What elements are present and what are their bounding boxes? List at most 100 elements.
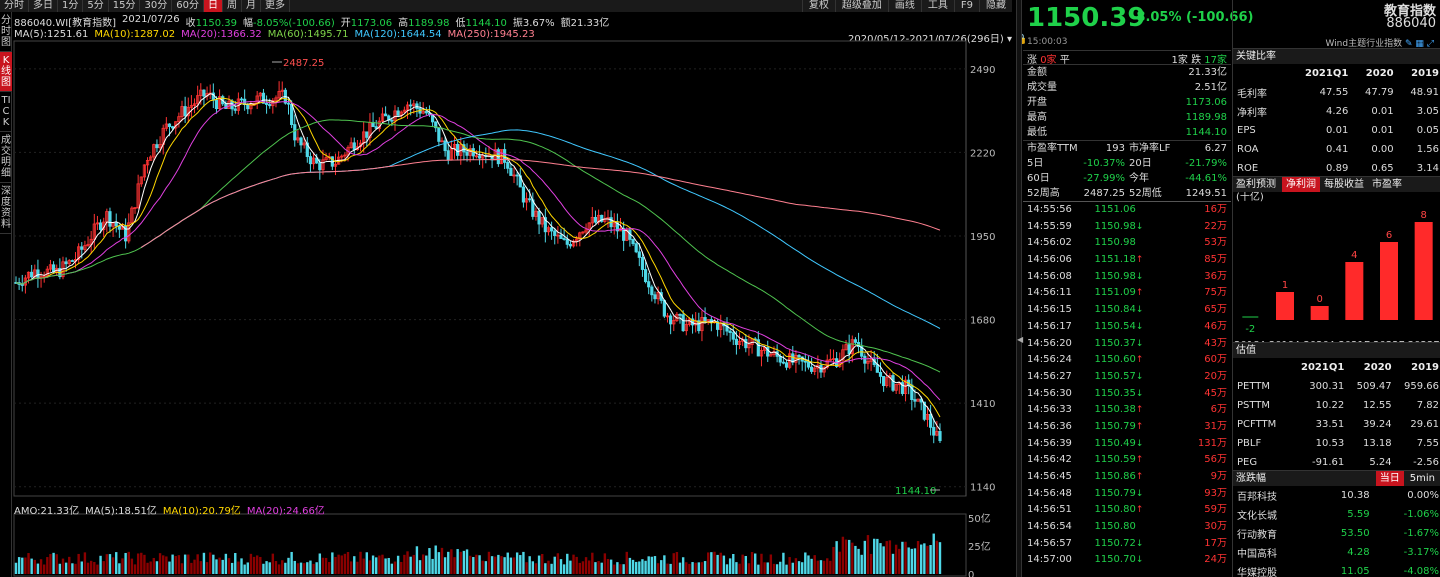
ma120-value: MA(120):1644.54 [354,29,442,40]
mover-row-3[interactable]: 中国高科 4.28 -3.17% [1233,543,1440,562]
period-tab-6[interactable]: 60分 [172,0,204,12]
tick-price-20: 1150.72↓ [1094,536,1164,553]
volume-bar-69 [230,562,234,574]
candle-body-7 [36,269,40,278]
tick-row-20[interactable]: 14:56:57 1150.72↓ 17万 [1027,536,1227,553]
left-tab-4[interactable]: 深度资料 [0,183,12,234]
expand-icon[interactable]: ⤢ [1426,39,1434,49]
left-tab-3[interactable]: 成交明细 [0,132,12,183]
tick-list[interactable]: 14:55:56 1151.06 16万 14:55:59 1150.98↓ 22万 14:… [1023,201,1231,569]
tick-volume-8: 43万 [1204,337,1227,349]
forecast-tab-0[interactable]: 净利润 [1282,177,1320,192]
forecast-tab-1[interactable]: 每股收益 [1324,179,1364,190]
tick-row-0[interactable]: 14:55:56 1151.06 16万 [1027,202,1227,219]
tick-row-7[interactable]: 14:56:17 1150.54↓ 46万 [1027,319,1227,336]
tick-row-8[interactable]: 14:56:20 1150.37↓ 43万 [1027,336,1227,353]
period-tab-1[interactable]: 多日 [29,0,58,12]
ma60-value: MA(60):1495.71 [267,29,349,40]
period-tab-3[interactable]: 5分 [83,0,109,12]
valuation-cell-0-1: 509.47 [1356,381,1392,392]
candle-body-253 [806,361,811,368]
volume-bar-153 [494,556,497,574]
tool-button-3[interactable]: 工具 [920,0,954,12]
volume-bar-86 [284,562,287,574]
left-tab-2[interactable]: TICK [0,92,12,132]
volume-bar-80 [265,561,268,574]
panel-splitter[interactable]: ◀ [1016,0,1024,577]
mover-row-2[interactable]: 行动教育 53.50 -1.67% [1233,524,1440,543]
mover-row-4[interactable]: 华媒控股 11.05 -4.08% [1233,562,1440,577]
stats-box: 金额 21.33亿 成交量 2.51亿 开盘 1173.06 最高 1189.98 最低 1144… [1023,64,1231,140]
tick-row-6[interactable]: 14:56:15 1150.84↓ 65万 [1027,302,1227,319]
period-tab-10[interactable]: 更多 [261,0,290,12]
edit-icon[interactable]: ✎ [1404,39,1413,49]
tick-row-11[interactable]: 14:56:30 1150.35↓ 45万 [1027,386,1227,403]
tool-button-1[interactable]: 超级叠加 [834,0,888,12]
volume-bar-249 [794,558,798,574]
tick-row-16[interactable]: 14:56:45 1150.86↑ 9万 [1027,469,1227,486]
grid-icon[interactable]: ▦ [1415,39,1424,49]
quote-time: 15:00:03 [1027,37,1068,47]
tick-row-19[interactable]: 14:56:54 1150.80 30万 [1027,519,1227,536]
forecast-bar-3 [1345,262,1364,320]
tool-button-2[interactable]: 画线 [887,0,921,12]
period-toolbar: 分时 多日 1分 5分 15分 30分 60分日周月更多 复权 超级叠加 画线 工具 F9 隐藏 [0,0,1012,12]
tick-time-9: 14:56:24 [1027,354,1072,366]
tool-button-0[interactable]: 复权 [801,0,835,12]
collapse-arrow-icon[interactable]: ◀ [1017,335,1024,344]
volume-bar-293 [932,533,935,574]
volume-bar-160 [515,552,519,574]
volume-bar-142 [459,551,462,574]
tick-row-5[interactable]: 14:56:11 1151.09↑ 75万 [1027,285,1227,302]
tick-row-14[interactable]: 14:56:39 1150.49↓ 131万 [1027,436,1227,453]
period-tab-9[interactable]: 月 [242,0,261,12]
tick-row-21[interactable]: 14:57:00 1150.70↓ 24万 [1027,552,1227,569]
tick-volume-14: 131万 [1197,437,1227,449]
tick-row-9[interactable]: 14:56:24 1150.60↑ 60万 [1027,352,1227,369]
candle-body-48 [164,123,168,129]
candle-body-292 [929,413,933,428]
stat2-left-0: 市盈率TTM 193 [1027,141,1125,156]
volume-bar-226 [722,555,726,574]
volume-bar-82 [271,553,275,574]
forecast-tab-2[interactable]: 市盈率 [1372,179,1402,190]
candle-body-130 [421,111,425,114]
movers-tab-0[interactable]: 当日 [1375,471,1404,486]
tick-row-13[interactable]: 14:56:36 1150.79↑ 31万 [1027,419,1227,436]
dropdown-icon[interactable]: ▾ [1006,34,1012,45]
tick-row-2[interactable]: 14:56:02 1150.98 53万 [1027,235,1227,252]
key-ratio-row-0: 毛利率 47.55 47.79 48.91 [1233,83,1440,102]
volume-bar-56 [190,562,193,574]
period-tab-5[interactable]: 30分 [140,0,173,12]
period-tab-0[interactable]: 分时 [0,0,29,12]
index-source[interactable]: Wind主题行业指数 ✎ ▦ ⤢ [1325,36,1434,49]
period-tab-4[interactable]: 15分 [109,0,141,12]
tool-button-5[interactable]: 隐藏 [979,0,1012,12]
kline-chart[interactable]: 2490 2220 1950 1680 1410 1140 50亿 25亿 0 2487.25 11… [0,0,1016,577]
tick-row-12[interactable]: 14:56:33 1150.38↑ 6万 [1027,402,1227,419]
tick-time-6: 14:56:15 [1027,304,1072,316]
tick-row-15[interactable]: 14:56:42 1150.59↑ 56万 [1027,452,1227,469]
tick-row-4[interactable]: 14:56:08 1150.98↓ 36万 [1027,269,1227,286]
period-tab-8[interactable]: 周 [223,0,242,12]
volume-bar-90 [296,563,300,574]
candle-body-99 [324,157,328,161]
candle-body-49 [167,123,172,128]
tick-row-17[interactable]: 14:56:48 1150.79↓ 93万 [1027,486,1227,503]
tick-row-10[interactable]: 14:56:27 1150.57↓ 20万 [1027,369,1227,386]
period-tab-7[interactable]: 日 [203,0,223,12]
period-tab-2[interactable]: 1分 [58,0,84,12]
mover-row-1[interactable]: 文化长城 5.59 -1.06% [1233,505,1440,524]
volume-bar-72 [240,558,243,574]
left-tab-0[interactable]: 分时图 [0,12,12,52]
left-tab-1[interactable]: K线图 [0,52,12,92]
tool-button-4[interactable]: F9 [953,0,979,12]
tick-row-18[interactable]: 14:56:51 1150.80↑ 59万 [1027,502,1227,519]
open-value: 1173.06 [350,18,393,29]
tick-row-1[interactable]: 14:55:59 1150.98↓ 22万 [1027,219,1227,236]
tick-row-3[interactable]: 14:56:06 1151.18↑ 85万 [1027,252,1227,269]
movers-tab-1[interactable]: 5min [1409,473,1435,484]
stat2-value-a-2: -27.99% [1083,173,1125,184]
key-ratio-cell-0-1: 47.79 [1365,87,1394,98]
mover-row-0[interactable]: 百邦科技 10.38 0.00% [1233,486,1440,505]
